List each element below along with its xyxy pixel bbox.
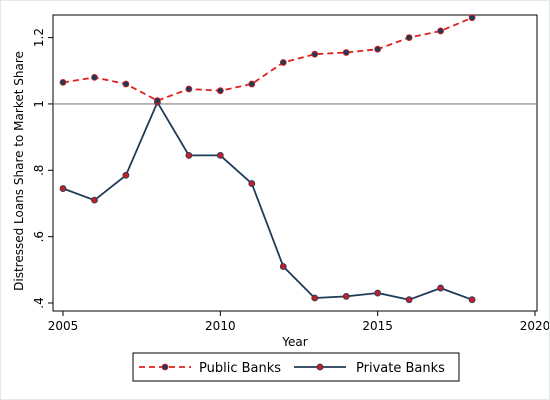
point-public-2006 — [91, 74, 98, 81]
point-public-2007 — [122, 80, 130, 88]
point-public-2013 — [311, 50, 319, 58]
series-line-private — [62, 101, 473, 301]
y-axis-label: Distressed Loans Share to Market Share — [12, 51, 26, 291]
legend-label-public: Public Banks — [199, 361, 281, 376]
x-tick-label-2015: 2015 — [362, 319, 393, 333]
y-tick-label-.6: .6 — [32, 231, 46, 242]
point-private-2011 — [248, 180, 256, 187]
series-line-public — [62, 16, 473, 102]
point-private-2013 — [311, 294, 319, 302]
point-private-2006 — [91, 196, 98, 204]
point-public-2014 — [342, 49, 350, 56]
point-private-2018 — [468, 296, 476, 304]
point-private-2012 — [279, 263, 287, 270]
y-tick-label-.8: .8 — [32, 165, 46, 176]
point-private-2005 — [59, 185, 67, 192]
point-private-2016 — [405, 296, 413, 304]
series-layer — [59, 14, 476, 304]
point-public-2015 — [374, 45, 382, 53]
point-public-2011 — [248, 80, 256, 88]
x-tick-label-2020: 2020 — [520, 319, 549, 333]
legend: Public Banks Private Banks — [132, 352, 460, 382]
point-private-2009 — [185, 151, 193, 159]
point-private-2015 — [374, 289, 382, 297]
point-private-2014 — [342, 292, 350, 300]
point-public-2005 — [59, 78, 67, 86]
point-public-2018 — [468, 14, 476, 22]
plot-border — [52, 14, 538, 312]
x-tick-label-2010: 2010 — [205, 319, 236, 333]
plot-area — [53, 15, 537, 311]
legend-swatch-marker-private — [316, 363, 324, 371]
point-public-2012 — [279, 59, 287, 66]
point-public-2016 — [405, 34, 413, 41]
x-axis-label: Year — [281, 335, 307, 349]
legend-swatch-marker-public — [161, 363, 169, 371]
y-tick-label-1.2: 1.2 — [32, 28, 46, 47]
y-tick-label-1: 1 — [32, 100, 46, 108]
point-public-2010 — [216, 87, 224, 95]
x-tick-label-2005: 2005 — [48, 319, 79, 333]
point-private-2007 — [122, 171, 130, 179]
point-public-2017 — [437, 27, 445, 35]
y-tick-label-.4: .4 — [32, 297, 46, 308]
legend-label-private: Private Banks — [356, 361, 445, 376]
point-public-2009 — [185, 85, 193, 93]
point-private-2010 — [216, 151, 224, 159]
point-private-2017 — [437, 284, 445, 292]
legend-box — [132, 352, 460, 382]
axes: 2005 2010 2015 2020 .4 .6 .8 1 1.2 — [32, 14, 549, 333]
point-public-2008 — [153, 97, 161, 105]
